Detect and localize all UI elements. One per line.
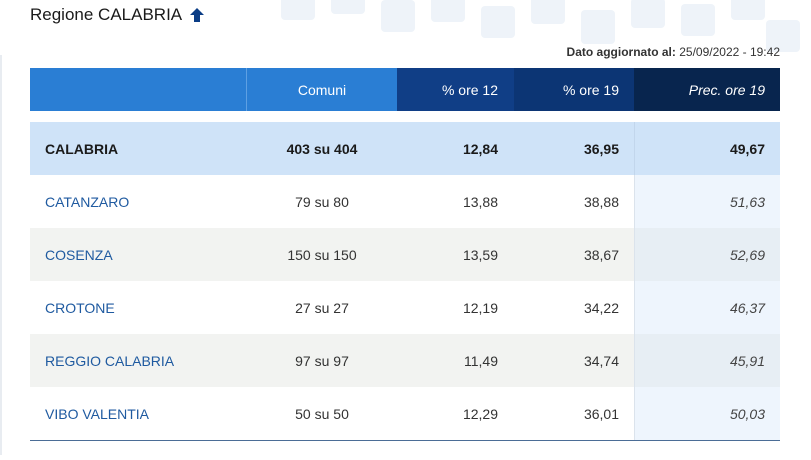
header-name — [30, 68, 247, 111]
update-label: Dato aggiornato al: — [566, 45, 676, 59]
province-link[interactable]: REGGIO CALABRIA — [30, 334, 247, 387]
province-ore12: 13,59 — [397, 228, 514, 281]
province-ore12: 12,19 — [397, 281, 514, 334]
update-value: 25/09/2022 - 19:42 — [679, 45, 780, 59]
province-prec: 52,69 — [634, 228, 780, 281]
province-ore12: 13,88 — [397, 175, 514, 228]
header-ore12: % ore 12 — [397, 68, 514, 111]
province-prec: 51,63 — [634, 175, 780, 228]
page-title: Regione CALABRIA — [30, 5, 206, 25]
province-comuni: 79 su 80 — [247, 175, 397, 228]
province-comuni: 27 su 27 — [247, 281, 397, 334]
table-row[interactable]: REGGIO CALABRIA 97 su 97 11,49 34,74 45,… — [30, 334, 780, 387]
region-prec: 49,67 — [634, 122, 780, 175]
province-link[interactable]: VIBO VALENTIA — [30, 387, 247, 440]
header-comuni: Comuni — [247, 68, 397, 111]
province-ore19: 38,67 — [514, 228, 634, 281]
province-prec: 46,37 — [634, 281, 780, 334]
arrow-up-icon[interactable] — [188, 6, 206, 24]
left-divider — [0, 55, 2, 455]
region-name: CALABRIA — [30, 122, 247, 175]
region-ore19: 36,95 — [514, 122, 634, 175]
province-ore12: 12,29 — [397, 387, 514, 440]
region-comuni: 403 su 404 — [247, 122, 397, 175]
table-bottom-rule — [30, 440, 780, 441]
update-timestamp: Dato aggiornato al: 25/09/2022 - 19:42 — [567, 45, 780, 59]
header-ore19: % ore 19 — [514, 68, 634, 111]
province-link[interactable]: COSENZA — [30, 228, 247, 281]
province-comuni: 50 su 50 — [247, 387, 397, 440]
region-ore12: 12,84 — [397, 122, 514, 175]
province-ore19: 36,01 — [514, 387, 634, 440]
header-prec-ore19: Prec. ore 19 — [634, 68, 780, 111]
table-row[interactable]: COSENZA 150 su 150 13,59 38,67 52,69 — [30, 228, 780, 281]
background-decoration — [251, 0, 811, 60]
province-prec: 50,03 — [634, 387, 780, 440]
province-ore12: 11,49 — [397, 334, 514, 387]
province-link[interactable]: CATANZARO — [30, 175, 247, 228]
table-row[interactable]: VIBO VALENTIA 50 su 50 12,29 36,01 50,03 — [30, 387, 780, 440]
table-row[interactable]: CATANZARO 79 su 80 13,88 38,88 51,63 — [30, 175, 780, 228]
province-ore19: 34,22 — [514, 281, 634, 334]
province-comuni: 97 su 97 — [247, 334, 397, 387]
region-row: CALABRIA 403 su 404 12,84 36,95 49,67 — [30, 122, 780, 175]
province-prec: 45,91 — [634, 334, 780, 387]
province-comuni: 150 su 150 — [247, 228, 397, 281]
table-header: Comuni % ore 12 % ore 19 Prec. ore 19 — [30, 68, 780, 111]
province-ore19: 38,88 — [514, 175, 634, 228]
turnout-table: Comuni % ore 12 % ore 19 Prec. ore 19 CA… — [30, 68, 780, 441]
table-row[interactable]: CROTONE 27 su 27 12,19 34,22 46,37 — [30, 281, 780, 334]
province-link[interactable]: CROTONE — [30, 281, 247, 334]
province-ore19: 34,74 — [514, 334, 634, 387]
region-title: Regione CALABRIA — [30, 5, 183, 24]
